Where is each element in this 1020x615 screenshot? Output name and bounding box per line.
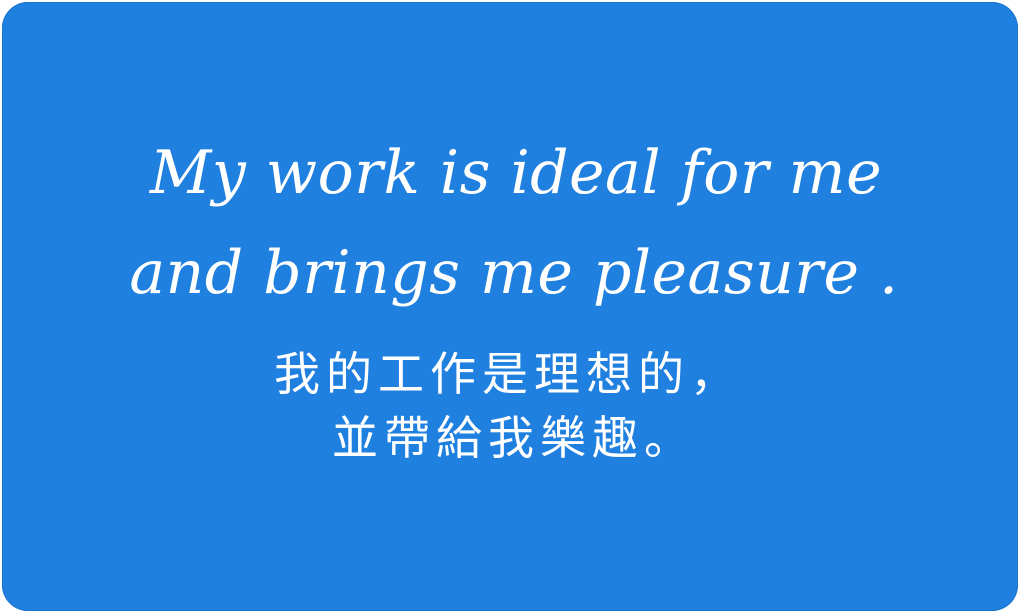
chinese-line-2: 並帶給我樂趣。: [332, 411, 696, 465]
chinese-line-1: 我的工作是理想的，: [274, 347, 742, 401]
english-line-1: My work is ideal for me: [149, 138, 883, 208]
english-line-2: and brings me pleasure .: [129, 238, 899, 308]
